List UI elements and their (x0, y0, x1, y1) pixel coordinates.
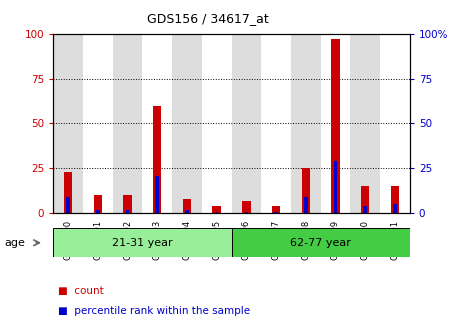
Bar (242, 201, 250, 213)
Bar (126, 210, 129, 213)
Text: 62-77 year: 62-77 year (290, 238, 351, 248)
Bar (320, 34, 350, 213)
Bar (291, 34, 320, 213)
Bar (96, 210, 100, 213)
Bar (215, 212, 219, 213)
Bar (391, 186, 399, 213)
Bar (304, 197, 307, 213)
Text: ■  count: ■ count (58, 286, 104, 296)
Text: GDS156 / 34617_at: GDS156 / 34617_at (148, 12, 269, 25)
Text: 21-31 year: 21-31 year (112, 238, 173, 248)
Bar (301, 168, 310, 213)
Bar (83, 34, 113, 213)
Bar (53, 34, 83, 213)
Bar (94, 195, 102, 213)
Bar (183, 199, 191, 213)
Bar (272, 206, 280, 213)
Bar (334, 161, 337, 213)
Bar (361, 186, 369, 213)
Bar (143, 34, 172, 213)
Bar (380, 34, 410, 213)
Bar (363, 206, 367, 213)
Bar (232, 34, 261, 213)
Bar (244, 212, 248, 213)
Bar (185, 210, 189, 213)
Bar (213, 206, 221, 213)
Bar (153, 106, 162, 213)
Bar (350, 34, 380, 213)
Bar (64, 172, 72, 213)
Bar (274, 212, 278, 213)
Bar (113, 34, 143, 213)
Bar (261, 34, 291, 213)
Bar (332, 39, 340, 213)
Text: ■  percentile rank within the sample: ■ percentile rank within the sample (58, 306, 250, 316)
Bar (172, 34, 202, 213)
Bar (202, 34, 232, 213)
Text: age: age (5, 238, 25, 248)
Bar (156, 176, 159, 213)
Bar (66, 197, 70, 213)
Bar (53, 228, 232, 257)
Bar (232, 228, 410, 257)
Bar (123, 195, 131, 213)
Bar (393, 204, 397, 213)
